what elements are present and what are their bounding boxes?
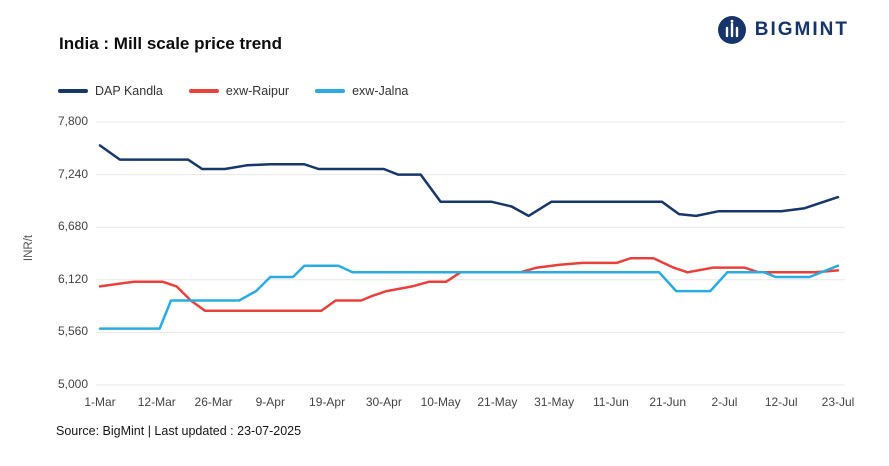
x-tick-label: 9-Apr	[255, 395, 285, 409]
x-tick-label: 12-Mar	[137, 395, 176, 409]
legend-item-exw-jalna: exw-Jalna	[315, 84, 408, 98]
x-tick-label: 2-Jul	[711, 395, 738, 409]
brand-name: BIGMINT	[754, 19, 849, 40]
legend-label: exw-Jalna	[352, 84, 409, 98]
x-tick-label: 21-May	[477, 395, 518, 409]
y-axis-title: INR/t	[23, 234, 36, 262]
x-tick-label: 23-Jul	[821, 395, 855, 409]
legend-marker	[188, 89, 219, 93]
legend-marker	[315, 89, 346, 93]
series-line-exw-jalna	[98, 264, 840, 330]
legend: DAP Kandla exw-Raipur exw-Jalna	[58, 84, 408, 98]
series-line-dap-kandla	[98, 144, 840, 218]
y-tick-label: 7,800	[57, 114, 88, 128]
legend-marker	[58, 89, 88, 93]
brand-logo: BIGMINT	[717, 15, 849, 45]
x-tick-label: 26-Mar	[194, 395, 233, 409]
x-tick-label: 30-Apr	[365, 395, 402, 409]
x-tick-label: 1-Mar	[84, 395, 116, 409]
y-tick-label: 6,120	[57, 271, 88, 286]
y-tick-label: 7,240	[57, 166, 88, 181]
page-title: India : Mill scale price trend	[59, 34, 282, 53]
y-tick-label: 5,000	[57, 377, 88, 391]
x-tick-label: 10-May	[420, 395, 461, 409]
x-tick-label: 31-May	[534, 395, 575, 409]
legend-label: DAP Kandla	[95, 84, 163, 98]
x-tick-label: 19-Apr	[309, 395, 346, 409]
x-tick-label: 21-Jun	[649, 395, 687, 409]
legend-item-exw-raipur: exw-Raipur	[188, 84, 290, 98]
x-tick-label: 11-Jun	[593, 395, 629, 409]
legend-label: exw-Raipur	[225, 84, 290, 98]
y-tick-label: 6,680	[57, 219, 88, 234]
series-line-exw-raipur	[98, 256, 840, 313]
source-note: Source: BigMint | Last updated : 23-07-2…	[56, 424, 302, 438]
legend-item-dap-kandla: DAP Kandla	[58, 84, 163, 98]
x-tick-label: 12-Jul	[764, 395, 798, 409]
bigmint-icon	[717, 16, 746, 44]
y-tick-label: 5,560	[57, 324, 88, 339]
